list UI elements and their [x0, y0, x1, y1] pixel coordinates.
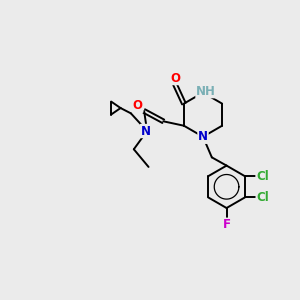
- Text: O: O: [170, 71, 180, 85]
- Text: O: O: [133, 99, 142, 112]
- Text: Cl: Cl: [256, 191, 269, 204]
- Text: F: F: [223, 218, 231, 231]
- Text: N: N: [141, 124, 151, 137]
- Text: NH: NH: [196, 85, 216, 98]
- Text: Cl: Cl: [256, 170, 269, 183]
- Text: N: N: [198, 130, 208, 143]
